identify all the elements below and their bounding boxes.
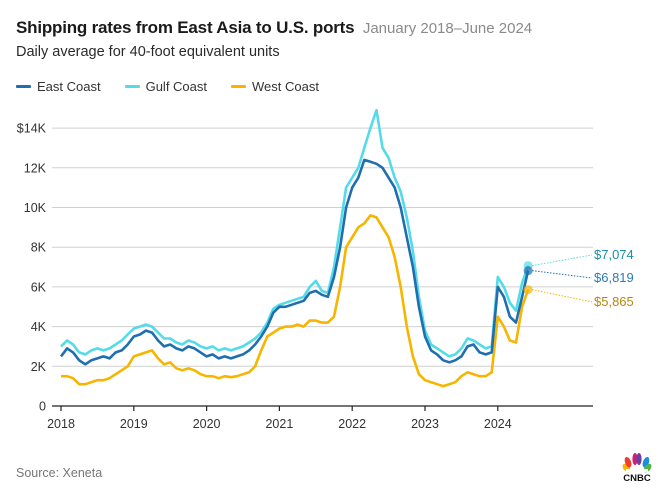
x-tick-label: 2023 <box>411 417 439 431</box>
y-tick-label: 6K <box>31 280 47 294</box>
cnbc-logo-text: CNBC <box>623 473 651 484</box>
chart-title: Shipping rates from East Asia to U.S. po… <box>16 18 355 37</box>
x-tick-label: 2022 <box>338 417 366 431</box>
source-note: Source: Xeneta <box>16 466 103 480</box>
peacock-icon <box>622 453 652 473</box>
legend-label-east-coast: East Coast <box>37 79 101 94</box>
chart-subtitle: Daily average for 40-foot equivalent uni… <box>16 44 280 60</box>
y-tick-label: 0 <box>39 400 46 414</box>
series-line-east-coast <box>59 158 530 366</box>
y-tick-label: 2K <box>31 360 47 374</box>
legend-label-gulf-coast: Gulf Coast <box>145 79 208 94</box>
series-line-gulf-coast <box>60 108 530 358</box>
y-tick-label: 10K <box>24 201 47 215</box>
y-axis-labels: 0 2K 4K 6K 8K 10K 12K $14K <box>17 122 47 414</box>
end-markers: $7,074 $6,819 $5,865 <box>523 247 634 309</box>
y-tick-label: $14K <box>17 122 47 136</box>
legend-label-west-coast: West Coast <box>252 79 319 94</box>
end-marker-west <box>523 285 533 295</box>
end-marker-east <box>523 266 533 276</box>
legend-item-east-coast: East Coast <box>16 79 101 94</box>
y-tick-label: 4K <box>31 320 47 334</box>
legend: East Coast Gulf Coast West Coast <box>16 79 319 94</box>
end-leader-gulf <box>532 254 593 267</box>
legend-item-west-coast: West Coast <box>231 79 319 94</box>
y-tick-label: 8K <box>31 241 47 255</box>
end-value-label-gulf: $7,074 <box>594 247 634 262</box>
end-leader-west <box>532 289 593 303</box>
x-tick-label: 2024 <box>484 417 512 431</box>
x-tick-label: 2018 <box>47 417 75 431</box>
x-tick-label: 2020 <box>193 417 221 431</box>
legend-swatch-gulf-coast <box>124 85 140 88</box>
y-tick-label: 12K <box>24 161 47 175</box>
cnbc-logo: CNBC <box>622 453 652 484</box>
chart-title-row: Shipping rates from East Asia to U.S. po… <box>16 18 532 38</box>
series-lines <box>59 108 530 388</box>
series-line-west-coast <box>61 214 530 388</box>
legend-swatch-east-coast <box>16 85 31 88</box>
end-leader-east <box>532 270 593 279</box>
end-value-label-west: $5,865 <box>594 294 634 309</box>
legend-swatch-west-coast <box>231 85 247 88</box>
x-axis: 2018 2019 2020 2021 2022 2023 2024 <box>47 405 593 431</box>
chart-date-range: January 2018–June 2024 <box>362 20 533 37</box>
legend-item-gulf-coast: Gulf Coast <box>124 79 208 94</box>
x-tick-label: 2021 <box>265 417 293 431</box>
x-tick-label: 2019 <box>120 417 148 431</box>
end-value-label-east: $6,819 <box>594 270 634 285</box>
